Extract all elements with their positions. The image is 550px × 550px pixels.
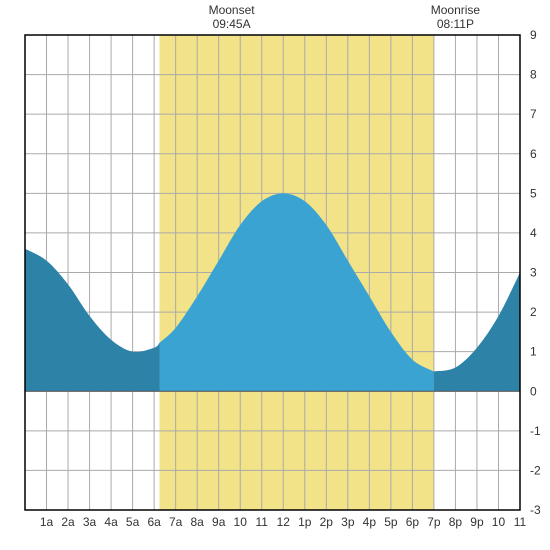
x-tick-label: 8a [190, 515, 204, 529]
x-tick-label: 7a [169, 515, 183, 529]
x-tick-label: 5a [126, 515, 140, 529]
y-tick-label: 3 [530, 266, 537, 280]
y-tick-label: -3 [530, 503, 541, 517]
y-tick-label: 0 [530, 384, 537, 398]
x-tick-label: 5p [384, 515, 398, 529]
y-tick-label: -1 [530, 424, 541, 438]
x-tick-label: 4p [363, 515, 377, 529]
tide-area-night-pm [432, 273, 520, 392]
y-tick-label: -2 [530, 463, 541, 477]
x-tick-label: 2p [320, 515, 334, 529]
top-label-time: 08:11P [437, 17, 474, 31]
top-label-title: Moonset [209, 3, 256, 17]
x-tick-label: 3p [341, 515, 355, 529]
tide-area-night-am [25, 249, 160, 392]
y-tick-label: 2 [530, 305, 537, 319]
x-tick-label: 6p [406, 515, 420, 529]
tide-chart: 1a2a3a4a5a6a7a8a9a1011121p2p3p4p5p6p7p8p… [0, 0, 550, 550]
top-label-time: 09:45A [213, 17, 251, 31]
y-tick-label: 7 [530, 107, 537, 121]
chart-svg: 1a2a3a4a5a6a7a8a9a1011121p2p3p4p5p6p7p8p… [0, 0, 550, 550]
x-tick-label: 6a [147, 515, 161, 529]
x-tick-label: 11 [256, 515, 269, 529]
x-tick-label: 12 [277, 515, 291, 529]
x-tick-label: 11 [514, 515, 527, 529]
y-tick-label: 9 [530, 28, 537, 42]
x-tick-label: 4a [104, 515, 118, 529]
x-tick-label: 10 [492, 515, 506, 529]
x-tick-label: 10 [234, 515, 248, 529]
x-tick-label: 9p [470, 515, 484, 529]
x-tick-label: 7p [427, 515, 441, 529]
y-tick-label: 6 [530, 147, 537, 161]
y-tick-label: 5 [530, 186, 537, 200]
y-tick-label: 8 [530, 68, 537, 82]
top-label-title: Moonrise [431, 3, 481, 17]
x-tick-label: 9a [212, 515, 226, 529]
y-tick-label: 1 [530, 345, 537, 359]
x-tick-label: 3a [83, 515, 97, 529]
x-tick-label: 8p [449, 515, 463, 529]
x-tick-label: 1p [298, 515, 312, 529]
x-tick-label: 1a [40, 515, 54, 529]
x-tick-label: 2a [61, 515, 75, 529]
y-tick-label: 4 [530, 226, 537, 240]
